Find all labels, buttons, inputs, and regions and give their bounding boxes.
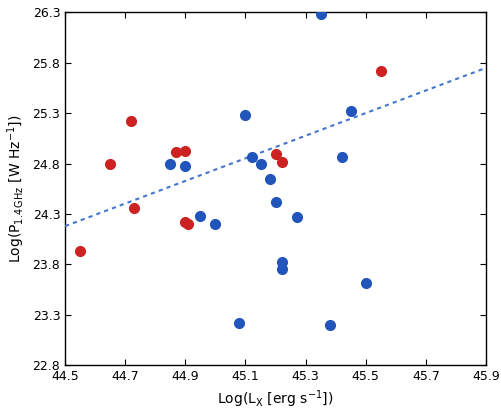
Point <box>241 112 249 119</box>
Point <box>130 205 138 211</box>
Point <box>181 147 189 154</box>
Point <box>247 153 256 160</box>
Point <box>272 150 280 157</box>
Point <box>181 162 189 169</box>
Point <box>362 279 370 286</box>
X-axis label: Log(L$_{\rm X}$ [erg s$^{-1}$]): Log(L$_{\rm X}$ [erg s$^{-1}$]) <box>217 388 334 410</box>
Point <box>266 176 274 182</box>
Point <box>293 214 301 220</box>
Point <box>172 148 180 155</box>
Point <box>278 259 286 266</box>
Point <box>347 108 355 115</box>
Point <box>127 118 135 124</box>
Point <box>235 320 243 326</box>
Point <box>317 11 325 18</box>
Point <box>278 158 286 165</box>
Point <box>181 219 189 225</box>
Point <box>278 266 286 273</box>
Point <box>184 221 192 227</box>
Point <box>196 213 204 220</box>
Y-axis label: Log(P$_{1.4\,\rm GHz}$ [W Hz$^{-1}$]): Log(P$_{1.4\,\rm GHz}$ [W Hz$^{-1}$]) <box>5 115 27 263</box>
Point <box>211 221 219 227</box>
Point <box>76 248 84 255</box>
Point <box>106 160 114 167</box>
Point <box>326 322 334 328</box>
Point <box>257 160 265 167</box>
Point <box>377 68 385 74</box>
Point <box>338 153 346 160</box>
Point <box>272 199 280 205</box>
Point <box>166 160 174 167</box>
